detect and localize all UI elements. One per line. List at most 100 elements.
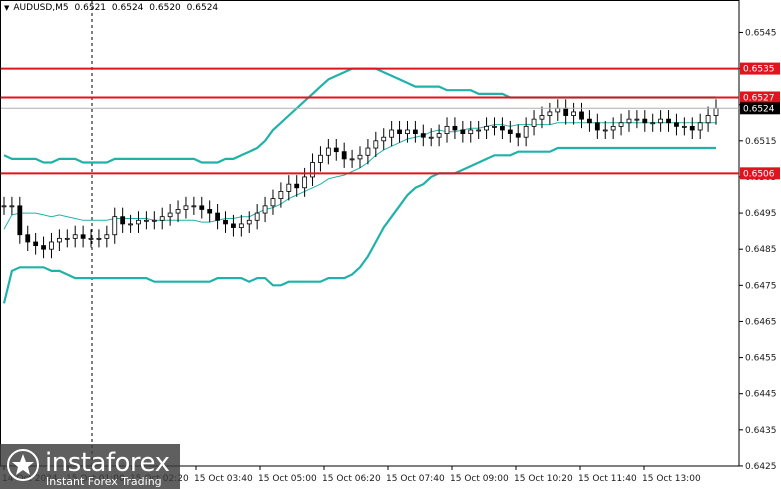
candle-body (25, 234, 31, 243)
high-value: 0.6524 (111, 3, 144, 13)
candle-body (492, 125, 497, 128)
x-tick-label: 15 Oct 13:00 (642, 474, 701, 484)
plot-frame (0, 0, 740, 467)
candle-body (444, 125, 450, 134)
x-tick-label: 15 Oct 05:00 (258, 474, 317, 484)
candle-body (262, 205, 268, 214)
candle-body (96, 237, 102, 240)
y-tick-label: 0.6465 (745, 317, 777, 327)
bollinger-lower-line (2, 146, 716, 304)
y-tick-label: 0.6475 (745, 281, 777, 291)
y-tick-label: 0.6515 (745, 137, 777, 147)
candle-body (223, 219, 228, 225)
candle-body (365, 147, 371, 156)
candle-body (270, 198, 276, 207)
candle-body (666, 118, 671, 124)
candle-body (80, 234, 86, 239)
candle-body (183, 205, 189, 210)
candle-body (484, 125, 489, 131)
candle-body (523, 125, 529, 138)
candle-body (88, 237, 94, 240)
candle-body (634, 118, 640, 121)
candle-body (674, 122, 679, 127)
y-tick-label: 0.6455 (745, 354, 777, 364)
candle-body (254, 212, 260, 221)
candle-body (579, 111, 584, 120)
candle-body (151, 219, 157, 222)
candle-body (302, 176, 308, 189)
x-tick-label: 15 Oct 09:00 (450, 474, 509, 484)
y-tick-label: 0.6435 (745, 426, 777, 436)
candle-body (499, 125, 505, 131)
candle-body (246, 219, 252, 225)
candle-body (175, 209, 181, 214)
candle-body (286, 183, 292, 192)
level-price-tag (740, 167, 780, 180)
candle-body (563, 107, 569, 116)
candle-body (650, 122, 656, 125)
candle-body (349, 158, 355, 161)
close-value: 0.6524 (186, 3, 219, 13)
candle-body (238, 223, 244, 228)
candle-body (333, 147, 339, 153)
open-value: 0.6521 (74, 3, 107, 13)
chart-header: ▼ AUDUSD,M5 0.6521 0.6524 0.6520 0.6524 (4, 3, 221, 13)
candle-body (460, 129, 466, 134)
candle-body (318, 154, 323, 163)
candle-body (642, 118, 648, 124)
candle-body (713, 107, 719, 116)
candle-body (207, 209, 213, 214)
candle-body (428, 136, 434, 139)
candle-body (405, 129, 410, 134)
x-tick-label: 15 Oct 11:40 (578, 474, 637, 484)
current-price-label: 0.6524 (743, 104, 775, 114)
candle-body (547, 111, 553, 116)
y-tick-label: 0.6425 (745, 462, 777, 472)
candle-body (215, 212, 221, 221)
candle-body (539, 115, 545, 120)
candle-body (602, 129, 608, 132)
candle-body (626, 118, 632, 124)
candle-body (191, 205, 197, 208)
candle-body (49, 241, 54, 250)
candle-body (72, 234, 78, 239)
level-price-tag (740, 62, 780, 75)
candle-body (357, 154, 363, 160)
instaforex-star-icon (7, 449, 39, 481)
y-tick-label: 0.6445 (745, 390, 777, 400)
candle-body (381, 136, 387, 142)
candle-body (199, 205, 205, 210)
candle-body (618, 122, 624, 127)
candle-body (571, 111, 576, 116)
x-tick-label: 15 Oct 10:20 (514, 474, 573, 484)
candle-body (231, 223, 236, 228)
y-tick-label: 0.6485 (745, 245, 777, 255)
candle-body (610, 125, 616, 131)
candle-body (325, 147, 331, 156)
candle-body (697, 122, 703, 131)
bollinger-middle-line (3, 122, 716, 230)
candle-body (555, 107, 561, 113)
low-value: 0.6520 (149, 3, 181, 13)
candle-body (112, 216, 118, 236)
instaforex-logo: instaforex Instant Forex Trading (0, 444, 180, 489)
candle-body (389, 129, 395, 138)
candle-body (658, 118, 664, 124)
logo-tagline: Instant Forex Trading (46, 475, 162, 488)
y-tick-label: 0.6495 (745, 209, 777, 219)
candle-body (159, 216, 165, 221)
candle-body (689, 125, 695, 131)
candle-body (9, 205, 15, 208)
x-tick-label: 15 Oct 07:40 (386, 474, 445, 484)
candle-body (412, 129, 418, 134)
candle-body (341, 151, 347, 160)
candle-body (310, 162, 315, 178)
candle-body (104, 234, 110, 239)
candle-body (294, 183, 300, 189)
level-price-label: 0.6527 (743, 93, 775, 103)
collapse-triangle-icon[interactable]: ▼ (4, 4, 10, 12)
candle-body (436, 133, 442, 138)
level-price-tag (740, 91, 780, 104)
